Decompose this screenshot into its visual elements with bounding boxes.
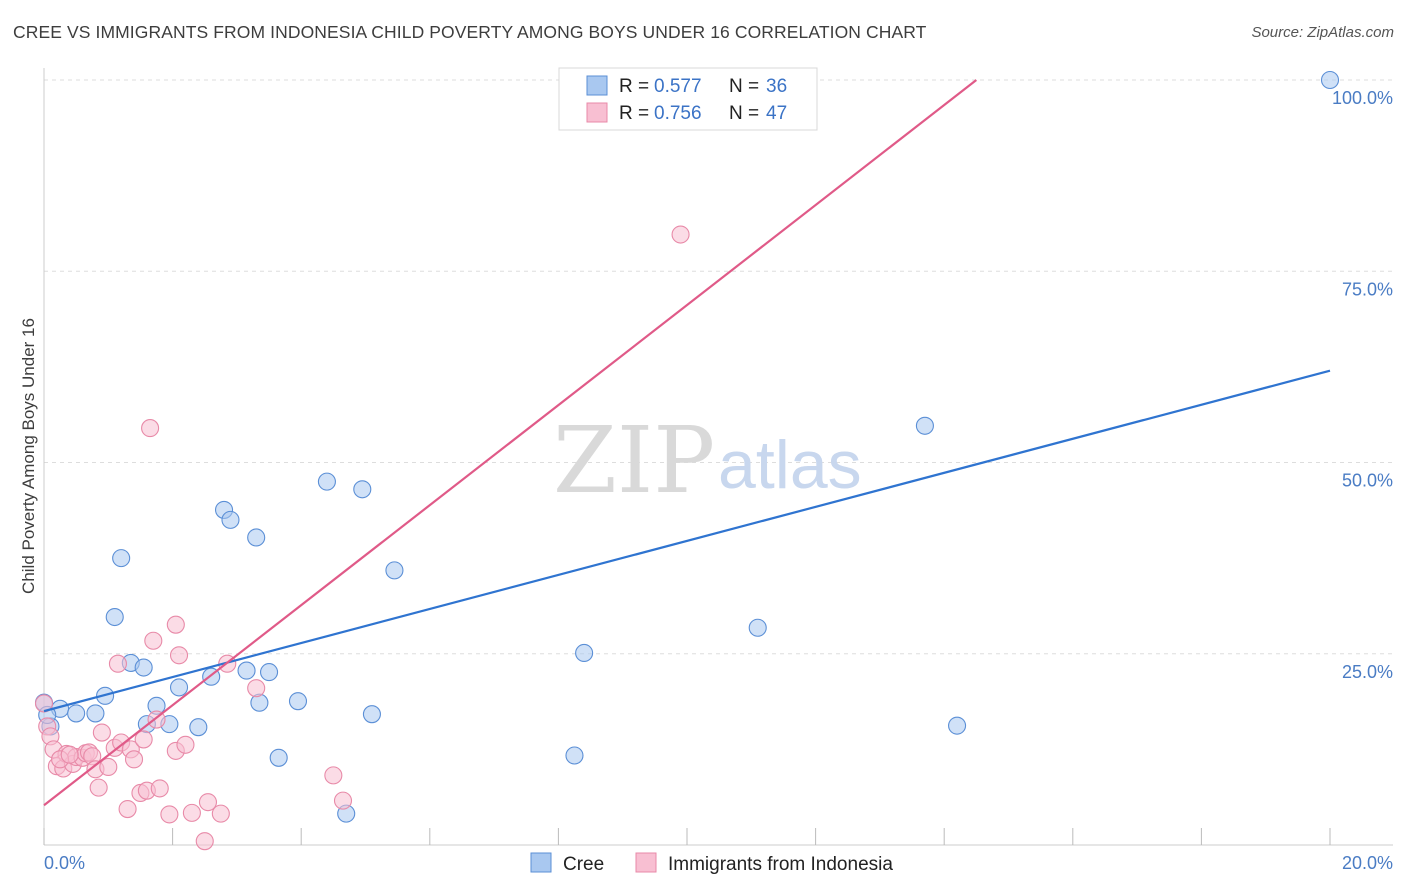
cree-point <box>565 746 584 765</box>
indonesia-point <box>144 631 163 650</box>
indonesia-point <box>195 832 214 851</box>
indonesia-points <box>34 70 754 851</box>
bottom-legend-indonesia-swatch <box>635 852 657 873</box>
cree-point <box>362 705 381 724</box>
legend-cree-n-label: N = <box>729 76 759 97</box>
cree-point <box>105 607 124 627</box>
y-tick-label: 100.0% <box>1332 88 1393 108</box>
bottom-legend-indonesia-label: Immigrants from Indonesia <box>668 854 893 875</box>
chart-title: CREE VS IMMIGRANTS FROM INDONESIA CHILD … <box>13 22 927 42</box>
indonesia-point <box>99 757 118 777</box>
y-tick-label: 75.0% <box>1342 279 1393 299</box>
indonesia-point <box>247 679 266 698</box>
watermark-atlas: atlas <box>718 427 862 503</box>
cree-point <box>259 663 279 682</box>
legend-cree-swatch <box>586 75 608 96</box>
cree-point <box>189 718 208 737</box>
legend: R = 0.577 N = 36 R = 0.756 N = 47 <box>558 67 818 131</box>
bottom-legend-cree-label: Cree <box>563 854 604 875</box>
legend-indonesia-n-value: 47 <box>766 103 787 124</box>
cree-point <box>288 692 308 711</box>
cree-point <box>575 643 594 663</box>
grid <box>44 79 1393 655</box>
watermark: ZIP atlas <box>553 407 862 514</box>
bottom-legend: Cree Immigrants from Indonesia <box>530 852 893 875</box>
cree-point <box>385 561 404 580</box>
legend-indonesia-n-label: N = <box>729 103 759 124</box>
indonesia-point <box>160 805 179 824</box>
indonesia-point <box>124 750 144 769</box>
indonesia-point <box>166 615 185 634</box>
indonesia-point <box>150 779 169 798</box>
indonesia-point <box>198 793 218 812</box>
legend-cree-n-value: 36 <box>766 76 787 97</box>
legend-cree-r-label: R = <box>619 76 649 97</box>
watermark-zip: ZIP <box>553 407 715 514</box>
indonesia-point <box>141 419 160 438</box>
cree-point <box>1320 70 1340 90</box>
x-tick-label: 20.0% <box>1342 853 1393 873</box>
axes: 25.0% 50.0% 75.0% 100.0% 0.0% 20.0% <box>43 68 1393 873</box>
cree-point <box>237 661 256 680</box>
cree-point <box>353 480 372 499</box>
cree-point <box>134 658 153 677</box>
y-tick-label: 25.0% <box>1342 662 1393 682</box>
indonesia-point <box>333 791 353 810</box>
legend-indonesia-swatch <box>586 102 608 123</box>
indonesia-point <box>89 778 108 797</box>
indonesia-point <box>324 766 343 785</box>
indonesia-point <box>92 723 111 742</box>
indonesia-point <box>134 730 153 749</box>
cree-point <box>317 472 336 491</box>
indonesia-point <box>108 654 127 673</box>
cree-point <box>221 510 240 529</box>
legend-indonesia-r-label: R = <box>619 103 649 124</box>
bottom-legend-cree-swatch <box>530 852 552 873</box>
indonesia-point <box>169 646 189 665</box>
indonesia-point <box>60 745 79 764</box>
cree-point <box>948 716 967 735</box>
cree-point <box>748 618 767 637</box>
cree-point <box>915 416 934 435</box>
source-credit: Source: ZipAtlas.com <box>1251 24 1394 41</box>
trend-lines <box>43 79 1331 807</box>
indonesia-trend-line <box>43 79 978 807</box>
indonesia-point <box>211 804 230 823</box>
cree-point <box>67 704 86 723</box>
indonesia-point <box>176 735 195 754</box>
cree-point <box>269 748 288 767</box>
x-tick-label: 0.0% <box>44 853 85 873</box>
indonesia-point <box>118 799 137 819</box>
legend-indonesia-r-value: 0.756 <box>654 103 702 124</box>
cree-point <box>247 528 266 547</box>
legend-cree-r-value: 0.577 <box>654 76 702 97</box>
y-tick-label: 50.0% <box>1342 471 1393 491</box>
indonesia-point <box>671 225 690 244</box>
indonesia-point <box>34 694 54 713</box>
cree-point <box>169 678 189 697</box>
y-axis-label: Child Poverty Among Boys Under 16 <box>19 318 38 594</box>
indonesia-point <box>182 803 201 822</box>
cree-point <box>86 704 105 723</box>
cree-point <box>112 549 131 568</box>
cree-trend-line <box>43 369 1331 713</box>
